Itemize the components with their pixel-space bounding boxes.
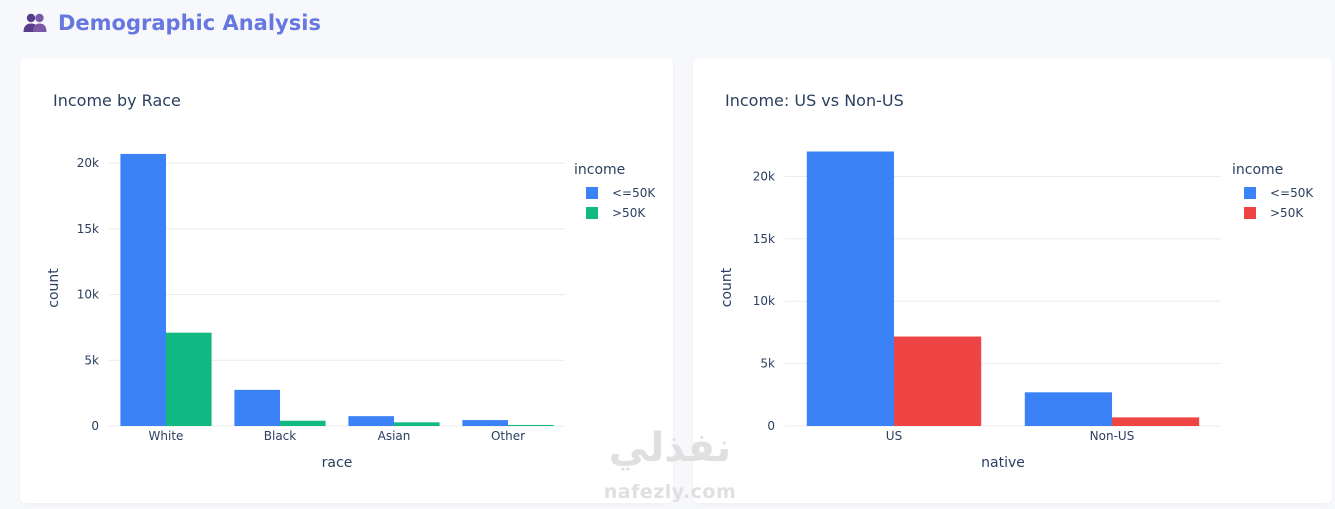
x-tick-label: Black bbox=[264, 429, 297, 443]
page-header: Demographic Analysis bbox=[22, 6, 321, 40]
y-tick-label: 15k bbox=[77, 222, 99, 236]
y-axis-title: count bbox=[46, 268, 62, 308]
legend-title: income bbox=[574, 162, 625, 178]
legend-label-gt50k: >50K bbox=[1270, 206, 1304, 220]
bar-other-gt50k bbox=[508, 424, 554, 426]
legend-title: income bbox=[1232, 162, 1283, 178]
bar-asian-le50k bbox=[348, 416, 394, 426]
x-tick-label: Non-US bbox=[1090, 429, 1135, 443]
legend-swatch-le50k bbox=[586, 187, 598, 199]
y-tick-label: 0 bbox=[767, 419, 775, 433]
y-tick-label: 10k bbox=[753, 294, 775, 308]
bar-black-gt50k bbox=[280, 420, 326, 426]
x-tick-label: US bbox=[886, 429, 902, 443]
chart-income-by-race: Income by Race 0 5k 10k 15k 20k White Black Asia… bbox=[46, 91, 656, 471]
x-axis-title: native bbox=[981, 455, 1025, 471]
bar-white-le50k bbox=[120, 153, 166, 426]
x-axis-title: race bbox=[322, 455, 353, 471]
chart-card-income-by-race: Income by Race 0 5k 10k 15k 20k White Black Asia… bbox=[20, 58, 673, 503]
page-title: Demographic Analysis bbox=[58, 11, 321, 35]
legend-swatch-gt50k bbox=[586, 207, 598, 219]
y-tick-label: 0 bbox=[91, 419, 99, 433]
chart-title: Income: US vs Non-US bbox=[725, 91, 904, 110]
y-axis-title: count bbox=[719, 267, 735, 307]
y-tick-label: 20k bbox=[77, 156, 99, 170]
legend-label-gt50k: >50K bbox=[612, 206, 646, 220]
y-tick-label: 15k bbox=[753, 232, 775, 246]
y-tick-label: 20k bbox=[753, 169, 775, 183]
y-tick-label: 5k bbox=[84, 353, 99, 367]
chart-income-us-vs-non-us: Income: US vs Non-US 0 5k 10k 15k 20k US Non-US… bbox=[719, 91, 1314, 471]
x-tick-label: Other bbox=[491, 429, 525, 443]
y-tick-label: 5k bbox=[760, 357, 775, 371]
bar-asian-gt50k bbox=[394, 422, 440, 426]
legend-swatch-le50k bbox=[1244, 187, 1256, 199]
bar-us-gt50k bbox=[894, 336, 982, 426]
bar-us-le50k bbox=[806, 151, 894, 427]
bar-white-gt50k bbox=[166, 332, 212, 426]
bar-other-le50k bbox=[462, 420, 508, 426]
legend-swatch-gt50k bbox=[1244, 207, 1256, 219]
x-tick-label: White bbox=[149, 429, 184, 443]
chart-title: Income by Race bbox=[53, 91, 181, 110]
legend-label-le50k: <=50K bbox=[612, 186, 656, 200]
y-tick-label: 10k bbox=[77, 288, 99, 302]
x-tick-label: Asian bbox=[378, 429, 411, 443]
bar-non-us-le50k bbox=[1024, 392, 1112, 426]
users-icon bbox=[23, 13, 47, 32]
bar-non-us-gt50k bbox=[1112, 417, 1200, 426]
legend-label-le50k: <=50K bbox=[1270, 186, 1314, 200]
bar-black-le50k bbox=[234, 389, 280, 426]
chart-card-income-us-vs-non-us: Income: US vs Non-US 0 5k 10k 15k 20k US Non-US… bbox=[693, 58, 1332, 503]
